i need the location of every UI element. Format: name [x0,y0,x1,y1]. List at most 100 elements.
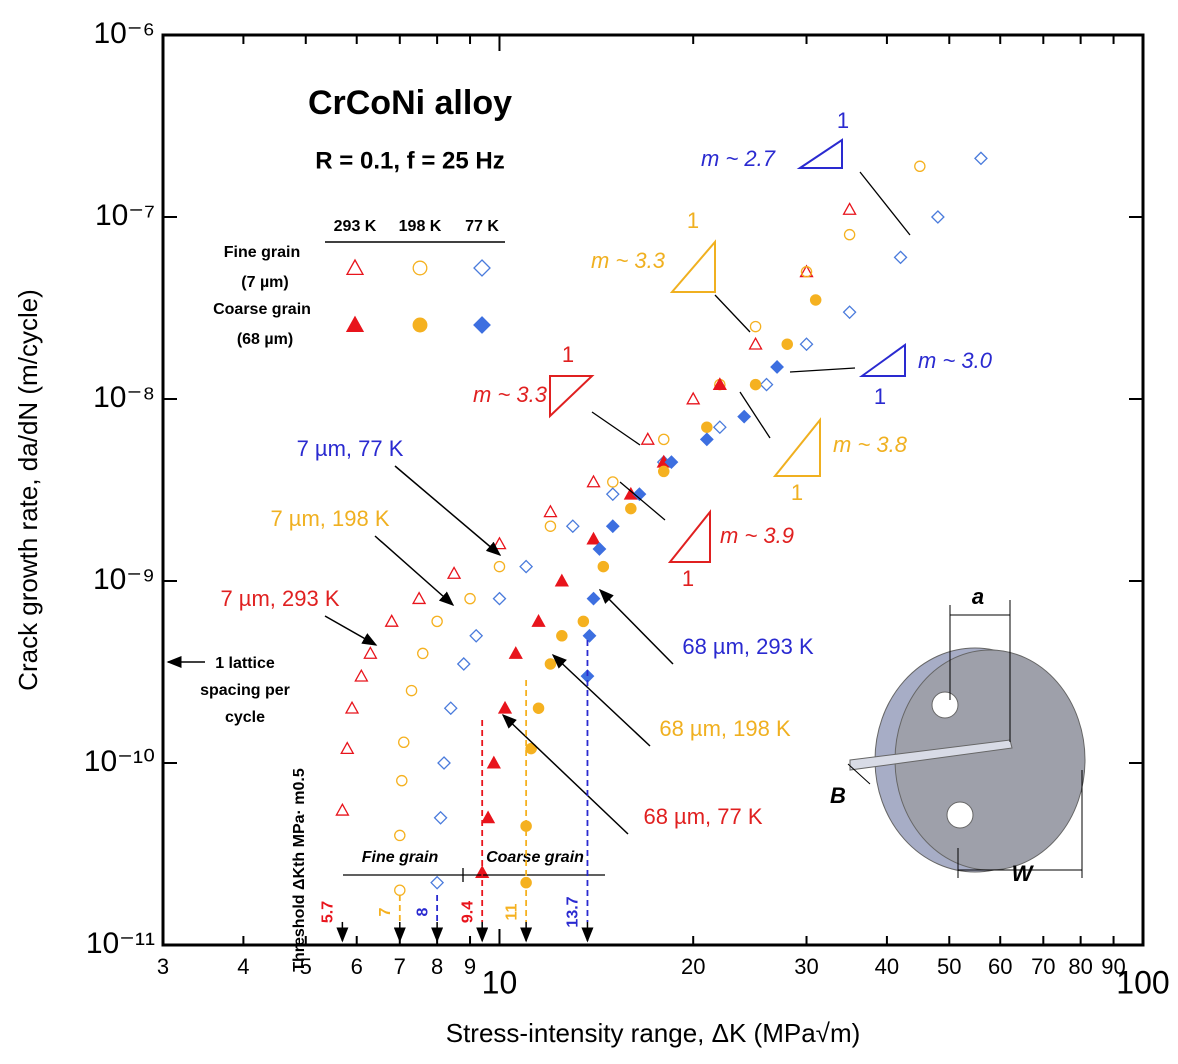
y-tick-label: 10⁻⁶ [93,17,155,50]
slope-label: m ~ 2.7 [701,146,776,171]
threshold-value: 5.7 [320,901,337,923]
chart-title: CrCoNi alloy [308,84,512,122]
x-tick-label: 50 [937,954,961,979]
callout-arrow [501,713,629,835]
data-point [577,615,590,628]
data-point [519,559,534,574]
slope-triangle [796,138,843,169]
legend-label: (7 µm) [241,274,288,291]
data-point [842,305,857,320]
data-point [605,519,620,534]
x-tick-label: 40 [875,954,899,979]
lattice-note: spacing per [200,682,290,699]
slope-leader [714,294,751,333]
data-point [586,591,601,606]
data-point [363,646,378,659]
x-tick-label: 20 [681,954,705,979]
x-tick-label: 80 [1068,954,1092,979]
threshold-group: Coarse grain [486,849,584,866]
slope-run: 1 [874,384,886,409]
data-point [544,658,557,670]
slope-label: m ~ 3.3 [473,382,548,407]
slope-run: 1 [562,342,574,367]
data-point [446,566,462,579]
series-callout: 68 µm, 198 K [659,716,791,741]
series-callout: 7 µm, 198 K [270,506,389,531]
data-point [748,336,763,350]
y-tick-label: 10⁻⁸ [93,381,155,414]
callout-arrow [551,653,651,747]
legend-symbol [345,258,365,276]
data-point [749,378,762,391]
threshold-title: Threshold ΔKth MPa· m0.5 [291,768,308,972]
slope-leader [789,367,856,373]
data-point [770,360,784,374]
threshold-value: 7 [377,907,394,916]
data-point [396,774,408,787]
x-tick-label: 5 [300,954,312,979]
data-point [737,409,752,424]
data-point [749,320,762,333]
x-tick-label: 90 [1101,954,1125,979]
lattice-note: 1 lattice [215,655,275,672]
slope-label: m ~ 3.3 [591,248,666,273]
specimen-label: B [830,783,846,808]
slope-leader [591,411,641,446]
x-tick-label: 6 [351,954,363,979]
x-tick-label: 100 [1116,964,1169,1000]
slope-run: 1 [682,566,694,591]
data-point [686,391,701,405]
data-point [914,160,926,173]
data-point [893,250,908,265]
slope-label: m ~ 3.8 [833,432,908,457]
legend-symbol [473,316,491,334]
x-axis-label: Stress-intensity range, ΔK (MPa√m) [446,1018,861,1048]
callout-arrow [598,588,674,665]
slope-triangle [667,509,711,563]
callout-arrow [374,535,455,606]
data-point [554,573,569,587]
data-point [632,487,647,502]
x-tick-label: 30 [794,954,818,979]
slope-leader [739,391,771,439]
threshold-value: 9.4 [459,901,476,923]
series-callout: 7 µm, 293 K [220,586,339,611]
plot-frame [161,33,1145,947]
legend-label: Coarse grain [213,301,311,318]
slope-label: m ~ 3.9 [720,523,794,548]
data-point [605,487,620,502]
data-point [398,736,410,749]
specimen-label: a [972,584,984,609]
data-point [437,756,451,770]
slope-label: m ~ 3.0 [918,348,993,373]
data-point [335,802,350,816]
legend-label: Fine grain [224,244,300,261]
callout-arrow [394,465,502,556]
data-point [842,202,857,215]
data-point [492,536,507,550]
x-tick-label: 4 [237,954,249,979]
data-point [592,542,607,556]
data-point [640,432,655,445]
data-point [354,668,369,682]
data-point [492,591,507,606]
data-point [464,592,476,605]
data-point [411,591,427,605]
data-point [759,377,774,392]
data-point [843,228,856,241]
data-point [340,741,355,755]
data-point [799,337,814,352]
slope-run: 1 [837,108,849,133]
data-point [344,700,360,714]
lattice-note: cycle [225,709,265,726]
legend-header: 293 K [334,218,377,235]
y-axis-label: Crack growth rate, da/dN (m/cycle) [13,289,43,691]
x-tick-label: 3 [157,954,169,979]
data-point [469,628,484,643]
data-point [658,465,670,478]
data-point [394,884,406,896]
data-point [625,502,637,515]
data-point [565,519,580,534]
legend-symbol [473,259,491,277]
